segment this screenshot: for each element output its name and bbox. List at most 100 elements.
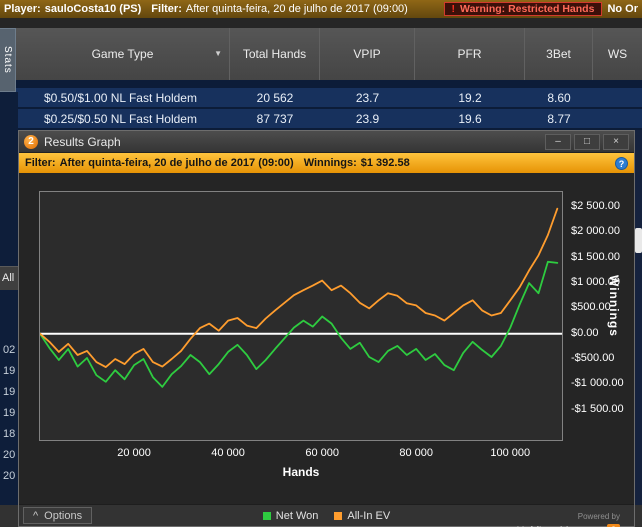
- column-label: VPIP: [353, 46, 381, 61]
- column-header-vpip[interactable]: VPIP: [320, 28, 415, 80]
- topbar-trailing-text: No Or: [607, 3, 638, 15]
- close-button[interactable]: ×: [603, 133, 629, 150]
- x-axis-tick-label: 20 000: [117, 447, 151, 459]
- column-label: 3Bet: [546, 46, 571, 61]
- scrollbar-thumb[interactable]: [635, 228, 642, 253]
- results-chart: $2 500.00 $2 000.00 $1 500.00 $1 000.00 $500…: [19, 173, 634, 506]
- legend-swatch: [334, 511, 343, 520]
- restricted-hands-warning[interactable]: ! Warning: Restricted Hands: [443, 2, 603, 16]
- powered-by-block: Powered by Hold'em Manager 2: [517, 506, 620, 527]
- background-report-area: All 02 19 19 19 18 20 20: [0, 92, 18, 505]
- column-label: Total Hands: [242, 46, 307, 61]
- report-table-header: Game Type ▼ Total Hands VPIP PFR 3Bet WS: [16, 28, 642, 80]
- column-header-pfr[interactable]: PFR: [415, 28, 525, 80]
- cell-pfr: 19.6: [458, 111, 482, 126]
- results-graph-titlebar[interactable]: 2 Results Graph – □ ×: [19, 131, 634, 153]
- filter-value: After quinta-feira, 20 de julho de 2017 …: [185, 3, 408, 15]
- x-axis-tick-label: 40 000: [211, 447, 245, 459]
- date-cell: 19: [3, 365, 16, 377]
- player-filter-bar: Player: sauloCosta10 (PS) Filter: After …: [0, 0, 642, 18]
- chart-canvas: [40, 207, 562, 388]
- background-scrollbar-track: [635, 130, 642, 505]
- column-header-game-type[interactable]: Game Type ▼: [16, 28, 230, 80]
- legend-label: All-In EV: [347, 509, 391, 522]
- warning-text: Warning: Restricted Hands: [460, 3, 595, 15]
- column-header-ws[interactable]: WS: [593, 28, 642, 80]
- y-axis-tick-label: $1 500.00: [571, 250, 620, 263]
- x-axis-tick-label: 80 000: [399, 447, 434, 459]
- cell-game-type: $0.50/$1.00 NL Fast Holdem: [44, 90, 197, 105]
- background-footer: [635, 505, 642, 527]
- y-axis-tick-label: -$500.00: [571, 352, 615, 365]
- date-cell: 02: [3, 344, 16, 356]
- graph-filter-bar: Filter: After quinta-feira, 20 de julho …: [19, 153, 634, 173]
- date-cell: 18: [3, 428, 16, 440]
- brand-name: Hold'em Manager: [517, 525, 603, 527]
- column-label: WS: [607, 46, 628, 61]
- x-axis-title: Hands: [282, 465, 320, 479]
- chart-legend: Net Won All-In EV: [262, 509, 390, 522]
- x-axis-tick-label: 100 000: [490, 447, 531, 459]
- window-title: Results Graph: [44, 134, 121, 149]
- cell-vpip: 23.7: [355, 90, 380, 105]
- graph-filter-value: After quinta-feira, 20 de julho de 2017 …: [59, 157, 294, 169]
- column-label: PFR: [457, 46, 482, 61]
- maximize-button[interactable]: □: [574, 133, 600, 150]
- help-icon[interactable]: ?: [615, 156, 628, 170]
- plot-area: [39, 191, 563, 441]
- cell-vpip: 23.9: [355, 111, 380, 126]
- graph-footer: ^ Options Net Won All-In EV Powered by Ho…: [19, 504, 634, 527]
- date-cell: 20: [3, 449, 16, 461]
- player-label: Player:: [4, 3, 41, 15]
- date-cell: 19: [3, 407, 16, 419]
- chevron-down-icon[interactable]: ▼: [214, 49, 222, 58]
- date-column: 02 19 19 19 18 20 20: [0, 340, 18, 487]
- player-name: sauloCosta10 (PS): [44, 3, 142, 15]
- cell-game-type: $0.25/$0.50 NL Fast Holdem: [44, 111, 197, 126]
- hm2-badge-icon: 2: [607, 524, 620, 527]
- cell-total-hands: 87 737: [256, 111, 294, 126]
- all-filter-dropdown[interactable]: All: [0, 266, 18, 290]
- collapse-icon: ^: [33, 509, 39, 522]
- y-axis-tick-label: -$1 000.00: [571, 377, 624, 390]
- table-row[interactable]: $0.25/$0.50 NL Fast Holdem 87 737 23.9 1…: [16, 109, 642, 128]
- winnings-value: $1 392.58: [360, 157, 410, 169]
- powered-by-label: Powered by: [577, 512, 620, 521]
- y-axis-tick-label: $500.00: [571, 301, 611, 314]
- cell-3bet: 8.60: [547, 90, 571, 105]
- stats-vertical-tab[interactable]: Stats: [0, 28, 16, 92]
- all-filter-label: All: [2, 272, 15, 284]
- report-table-body: $0.50/$1.00 NL Fast Holdem 20 562 23.7 1…: [16, 80, 642, 130]
- y-axis-tick-label: -$1 500.00: [571, 402, 624, 415]
- y-axis-tick-label: $0.00: [571, 326, 599, 339]
- table-row[interactable]: $0.50/$1.00 NL Fast Holdem 20 562 23.7 1…: [16, 88, 642, 107]
- legend-label: Net Won: [275, 509, 319, 522]
- cell-pfr: 19.2: [458, 90, 482, 105]
- column-header-3bet[interactable]: 3Bet: [525, 28, 593, 80]
- winnings-label: Winnings:: [303, 157, 357, 169]
- minimize-button[interactable]: –: [545, 133, 571, 150]
- options-button[interactable]: ^ Options: [23, 507, 93, 524]
- column-header-total-hands[interactable]: Total Hands: [230, 28, 320, 80]
- legend-item: All-In EV: [334, 510, 390, 522]
- stats-tab-label: Stats: [2, 46, 13, 74]
- y-axis-tick-label: $2 000.00: [571, 225, 620, 238]
- legend-swatch: [262, 511, 271, 520]
- x-axis-tick-label: 60 000: [305, 447, 339, 459]
- column-label: Game Type: [91, 46, 154, 61]
- hm2-logo-icon: 2: [24, 134, 38, 149]
- legend-item: Net Won: [262, 509, 319, 522]
- date-cell: 20: [3, 470, 16, 482]
- background-footer: [0, 505, 18, 527]
- results-graph-window: 2 Results Graph – □ × Filter: After quin…: [18, 130, 635, 527]
- options-label: Options: [44, 509, 83, 522]
- date-cell: 19: [3, 386, 16, 398]
- warning-icon: !: [451, 3, 456, 15]
- cell-total-hands: 20 562: [256, 90, 294, 105]
- y-axis-tick-label: $1 000.00: [571, 276, 620, 289]
- y-axis-title: Winnings: [607, 275, 621, 337]
- cell-3bet: 8.77: [547, 111, 571, 126]
- y-axis-tick-label: $2 500.00: [571, 200, 620, 213]
- graph-filter-label: Filter:: [25, 157, 56, 169]
